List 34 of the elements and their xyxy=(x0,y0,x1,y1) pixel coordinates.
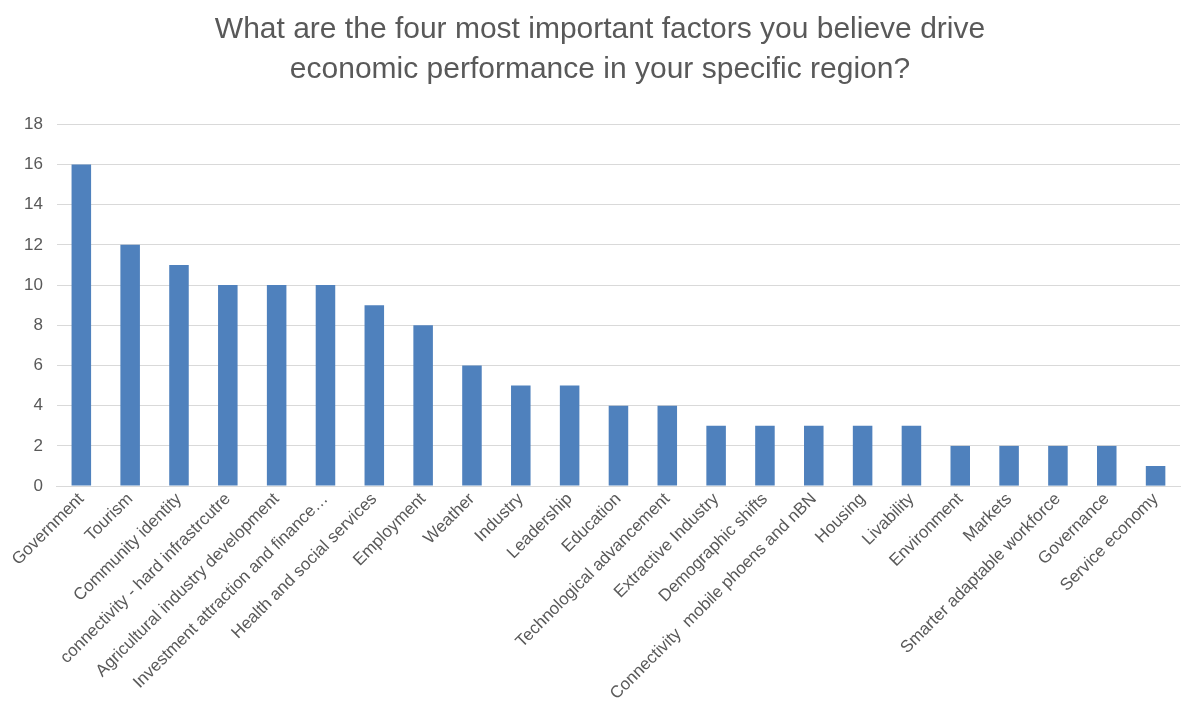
bar xyxy=(364,305,385,486)
bar xyxy=(999,445,1019,486)
y-tick-label: 2 xyxy=(33,435,43,455)
bar xyxy=(462,365,482,486)
y-tick-label: 18 xyxy=(23,113,43,133)
bar xyxy=(511,385,531,486)
y-tick-label: 10 xyxy=(23,274,43,294)
bar xyxy=(755,425,775,486)
bar xyxy=(169,264,189,486)
bar xyxy=(706,425,726,486)
bar xyxy=(608,405,629,486)
bar xyxy=(120,244,140,486)
bar xyxy=(1145,466,1166,486)
bar xyxy=(852,425,873,486)
y-tick-label: 8 xyxy=(33,314,43,334)
y-tick-label: 12 xyxy=(23,234,43,254)
bar xyxy=(804,425,824,486)
bar xyxy=(1048,445,1068,486)
y-tick-label: 6 xyxy=(33,355,43,375)
chart-title: What are the four most important factors you believe drive economic performance in your specific region? xyxy=(213,10,987,86)
bar xyxy=(218,285,238,486)
y-tick-label: 0 xyxy=(33,475,43,495)
bar xyxy=(315,285,336,486)
bar xyxy=(901,425,922,486)
y-tick-label: 4 xyxy=(33,395,43,415)
bar xyxy=(413,325,433,486)
bar xyxy=(657,405,678,486)
y-tick-label: 14 xyxy=(23,194,43,214)
y-tick-label: 16 xyxy=(23,154,43,174)
bar xyxy=(71,164,92,486)
bar xyxy=(1096,445,1117,486)
bar xyxy=(559,385,580,486)
bar xyxy=(950,445,971,486)
bar xyxy=(266,285,287,486)
